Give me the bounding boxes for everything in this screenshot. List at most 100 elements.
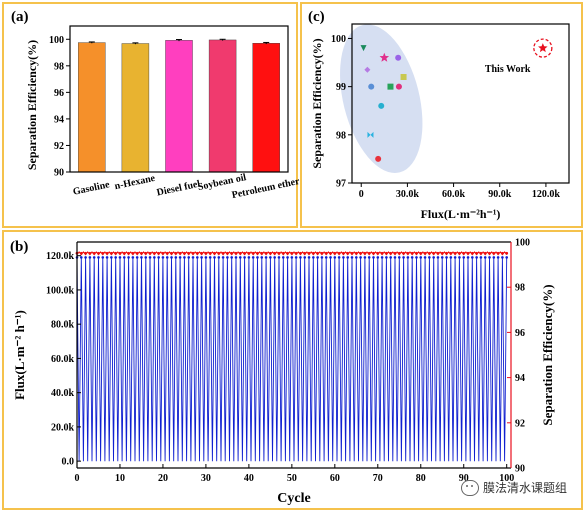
efficiency-point [204,251,208,255]
flux-point [243,256,246,259]
flux-point [196,256,199,259]
y-tick-label: 92 [54,141,64,152]
y2-tick-label: 100 [515,238,530,249]
data-point [360,45,367,52]
x-tick-label: 90 [459,473,469,484]
data-point [367,131,374,138]
efficiency-point [350,251,354,255]
efficiency-point [243,251,246,255]
efficiency-point [195,251,199,255]
x-tick-label: 120.0k [532,189,561,200]
y-tick-label: 96 [54,88,64,99]
x-tick-label: 100 [499,473,514,484]
flux-point [208,256,212,259]
flux-point [131,256,135,259]
x-tick-label: 80 [416,473,426,484]
efficiency-point [346,251,350,255]
efficiency-point [105,251,109,255]
efficiency-point [311,251,315,255]
y-tick-label: 120.0k [46,251,75,262]
efficiency-point [427,251,431,255]
efficiency-point [406,251,410,255]
efficiency-point [316,251,320,255]
efficiency-point [483,251,487,255]
efficiency-point [148,251,152,255]
flux-point [238,256,242,259]
y-tick-label: 100 [49,35,64,46]
flux-point [423,256,427,259]
flux-point [342,256,345,259]
flux-point [153,256,156,259]
data-point [378,102,385,109]
flux-point [475,256,478,259]
flux-point [247,256,251,259]
efficiency-point [397,251,401,255]
flux-point [303,256,307,259]
efficiency-point [165,251,169,255]
flux-point [402,256,405,259]
efficiency-point [337,251,341,255]
flux-point [428,256,431,259]
flux-point [483,256,487,259]
efficiency-point [470,251,474,255]
flux-point [204,256,208,259]
flux-point [92,256,96,259]
y-tick-label: 60.0k [51,354,75,365]
efficiency-point [247,251,251,255]
y-tick-label: 94 [54,114,64,125]
flux-point [110,256,113,259]
efficiency-point [307,251,311,255]
efficiency-point [359,251,363,255]
flux-point [213,256,216,259]
x-category-label: n-Hexane [114,173,157,192]
flux-point [290,256,294,259]
data-point [364,66,371,73]
efficiency-point [140,251,143,255]
flux-point [419,256,423,259]
y2-tick-label: 98 [515,283,525,294]
efficiency-point [161,251,165,255]
flux-point [286,256,289,259]
flux-series-line [76,257,508,462]
panel-c: (c) This Work 0 30.0k 60.0k 90.0k 120.0k 97 98 99… [300,2,583,228]
panel-label-a: (a) [11,9,29,25]
efficiency-point [354,251,358,255]
data-point [395,54,402,61]
y-tick-label: 100.0k [46,285,75,296]
efficiency-point [256,251,259,255]
flux-point [415,256,418,259]
efficiency-point [230,251,234,255]
flux-point [221,256,225,259]
efficiency-point [191,251,195,255]
flux-point [350,256,354,259]
flux-point [449,256,453,259]
flux-point [389,256,392,259]
y2-axis-title: Separation Efficiency(%) [540,284,555,425]
flux-point [453,256,457,259]
flux-point [337,256,341,259]
scatter-chart-c: (c) This Work 0 30.0k 60.0k 90.0k 120.0k 97 98 99… [308,9,570,221]
flux-point [397,256,401,259]
efficiency-point [174,251,178,255]
efficiency-point [303,251,307,255]
flux-point [157,256,160,259]
flux-point [466,256,470,259]
bar [121,43,150,173]
x-tick-label: 40 [244,473,254,484]
wechat-icon [460,479,479,496]
y-axis-title: Separation Efficiency(%) [310,38,324,168]
this-work-circle [533,38,553,58]
efficiency-point [135,251,139,255]
efficiency-point [200,251,204,255]
watermark-text: 膜法清水课题组 [482,481,567,495]
watermark: 膜法清水课题组 [460,479,567,496]
efficiency-series-line [76,251,508,256]
flux-point [393,256,397,259]
efficiency-point [122,251,126,255]
flux-point [372,256,375,259]
efficiency-point [299,251,302,255]
efficiency-point [458,251,461,255]
bar [208,39,237,173]
flux-point [174,256,178,259]
panel-a: (a) 90 92 94 96 98 100 Gasoline n-Hexane Diesel f… [2,2,301,228]
